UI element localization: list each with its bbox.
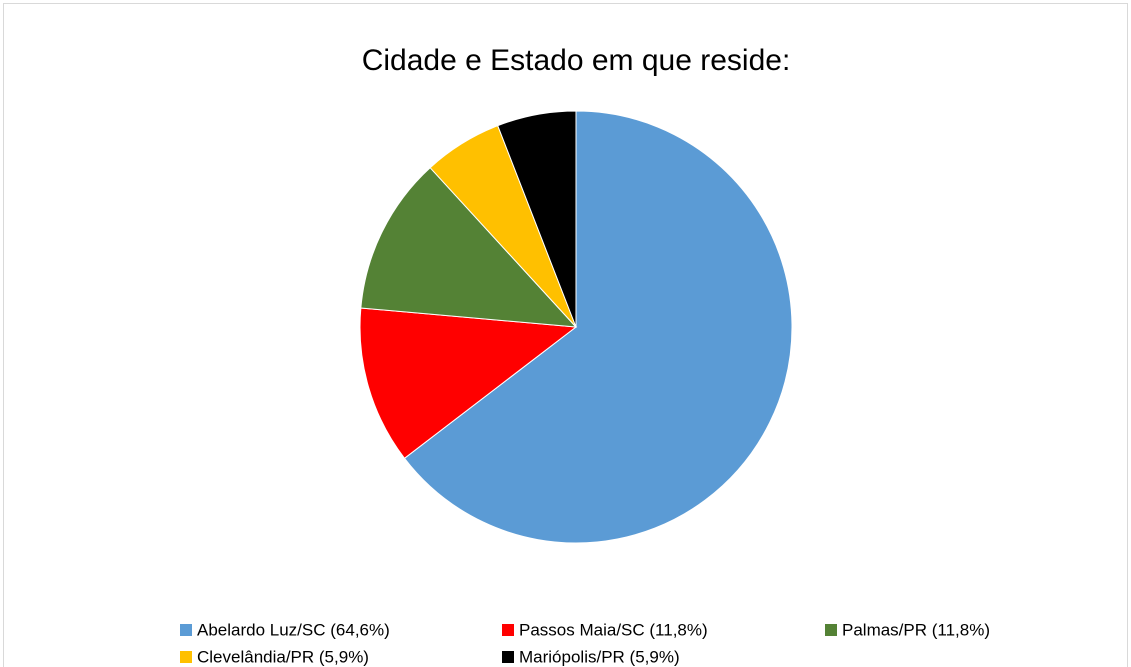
- pie-slice: [497, 110, 577, 328]
- legend-label: Clevelândia/PR (5,9%): [197, 647, 369, 666]
- legend-swatch: [180, 651, 192, 663]
- legend-swatch: [180, 624, 192, 636]
- legend-label: Abelardo Luz/SC (64,6%): [197, 620, 390, 639]
- pie-slice: [359, 307, 578, 460]
- legend-swatch: [502, 651, 514, 663]
- legend-label: Mariópolis/PR (5,9%): [519, 647, 680, 666]
- legend-swatch: [502, 624, 514, 636]
- pie-slice: [403, 110, 793, 544]
- chart-title: Cidade e Estado em que reside:: [362, 44, 791, 77]
- pie-slice: [360, 166, 578, 328]
- legend-label: Passos Maia/SC (11,8%): [519, 620, 708, 639]
- legend-label: Palmas/PR (11,8%): [842, 620, 990, 639]
- legend-swatch: [825, 624, 837, 636]
